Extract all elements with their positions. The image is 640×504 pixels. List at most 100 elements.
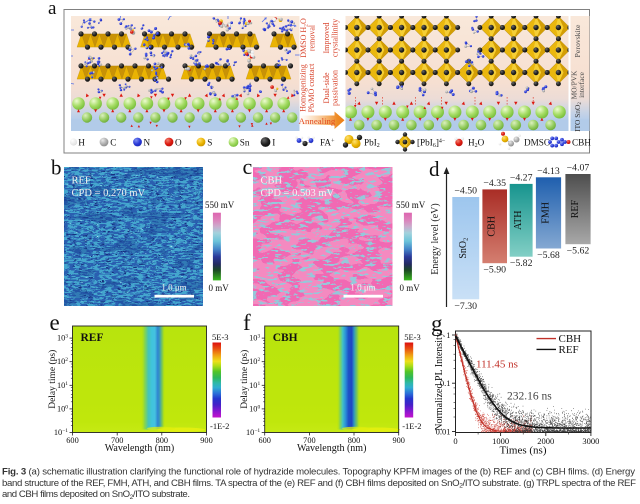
svg-text:DMSO: DMSO <box>524 137 551 147</box>
svg-text:−4.27: −4.27 <box>510 172 533 183</box>
svg-text:Energy level (eV): Energy level (eV) <box>430 203 441 274</box>
svg-text:101: 101 <box>249 381 260 390</box>
svg-text:-1E-2: -1E-2 <box>402 421 421 431</box>
svg-text:101: 101 <box>57 381 68 390</box>
svg-text:e: e <box>50 310 60 335</box>
svg-text:5E-3: 5E-3 <box>212 332 229 342</box>
svg-text:DMSO H2O: DMSO H2O <box>299 18 309 58</box>
svg-text:H2O: H2O <box>468 137 485 149</box>
svg-text:1.0 μm: 1.0 μm <box>161 283 186 293</box>
svg-text:102: 102 <box>57 357 68 366</box>
svg-text:FMH: FMH <box>541 202 552 224</box>
svg-text:REF: REF <box>81 332 104 344</box>
svg-text:100: 100 <box>57 404 68 413</box>
svg-text:Fig. 3 (a) schematic illustra: Fig. 3 (a) schematic illustration clarif… <box>2 467 635 478</box>
svg-text:−5.62: −5.62 <box>567 246 590 257</box>
svg-text:C: C <box>110 137 116 147</box>
svg-text:MO/PVK: MO/PVK <box>570 70 579 99</box>
svg-text:PbI2: PbI2 <box>364 137 380 149</box>
svg-text:700: 700 <box>111 436 123 445</box>
svg-text:band structure of the REF, FMH: band structure of the REF, FMH, ATH, and… <box>2 478 636 490</box>
svg-text:550 mV: 550 mV <box>205 200 235 210</box>
svg-text:CPD = 0.503 mV: CPD = 0.503 mV <box>261 188 335 199</box>
svg-text:Wavelength (nm): Wavelength (nm) <box>297 443 366 454</box>
svg-text:CBH: CBH <box>487 216 498 237</box>
svg-text:REF: REF <box>570 199 581 218</box>
svg-text:Delay time (ps): Delay time (ps) <box>47 350 58 409</box>
svg-text:102: 102 <box>249 357 260 366</box>
svg-text:0 mV: 0 mV <box>209 283 230 293</box>
svg-text:passivation: passivation <box>330 70 339 106</box>
svg-text:Times (ns): Times (ns) <box>500 445 547 457</box>
svg-text:800: 800 <box>348 436 360 445</box>
svg-text:2000: 2000 <box>537 436 554 446</box>
svg-text:a: a <box>48 0 57 19</box>
svg-text:Perovskite: Perovskite <box>573 24 582 57</box>
svg-text:Normalized PL Intensity: Normalized PL Intensity <box>434 332 445 431</box>
svg-text:−5.90: −5.90 <box>483 265 506 276</box>
svg-text:Delay time (ps): Delay time (ps) <box>239 350 250 409</box>
svg-text:3000: 3000 <box>582 436 599 446</box>
svg-text:600: 600 <box>66 436 78 445</box>
svg-text:ATH: ATH <box>513 211 524 230</box>
svg-text:c: c <box>243 154 253 179</box>
svg-text:−4.07: −4.07 <box>567 163 590 174</box>
svg-text:[PbI6]4−: [PbI6]4− <box>417 137 446 149</box>
svg-text:232.16 ns: 232.16 ns <box>507 391 552 403</box>
svg-text:SnO2: SnO2 <box>458 238 470 259</box>
svg-text:removal: removal <box>308 24 317 51</box>
svg-text:I: I <box>272 137 275 147</box>
svg-text:10−1: 10−1 <box>246 428 260 437</box>
svg-text:FA+: FA+ <box>320 137 335 147</box>
svg-text:Homogenizing: Homogenizing <box>298 64 307 112</box>
svg-text:1.0 μm: 1.0 μm <box>350 283 375 293</box>
svg-text:f: f <box>243 310 251 335</box>
svg-text:crystallinity: crystallinity <box>330 19 339 57</box>
svg-text:CBH: CBH <box>559 333 582 345</box>
svg-text:900: 900 <box>392 436 404 445</box>
svg-text:b: b <box>51 156 62 180</box>
svg-text:−4.35: −4.35 <box>483 178 506 189</box>
svg-text:1000: 1000 <box>492 436 509 446</box>
svg-text:600: 600 <box>258 436 270 445</box>
svg-text:−7.30: −7.30 <box>454 301 477 312</box>
svg-text:0.1: 0.1 <box>440 378 451 388</box>
svg-text:interface: interface <box>577 71 586 98</box>
svg-text:800: 800 <box>156 436 168 445</box>
svg-text:CBH: CBH <box>261 176 283 187</box>
svg-text:and CBH films deposited on SnO: and CBH films deposited on SnO2/ITO subs… <box>2 489 190 501</box>
svg-text:CBH: CBH <box>273 332 298 344</box>
svg-text:100: 100 <box>249 404 260 413</box>
svg-text:550 mV: 550 mV <box>396 200 426 210</box>
svg-text:CPD = 0.270 mV: CPD = 0.270 mV <box>72 188 146 199</box>
svg-text:O: O <box>175 137 182 147</box>
svg-text:Sn: Sn <box>240 137 250 147</box>
svg-text:0: 0 <box>453 436 457 446</box>
svg-text:10−1: 10−1 <box>54 428 68 437</box>
svg-text:−5.68: −5.68 <box>537 250 560 261</box>
svg-text:−4.13: −4.13 <box>537 166 560 177</box>
svg-text:Annealing: Annealing <box>299 116 336 126</box>
svg-text:103: 103 <box>57 334 68 343</box>
svg-text:g: g <box>431 311 443 336</box>
svg-text:d: d <box>429 157 440 181</box>
svg-text:700: 700 <box>303 436 315 445</box>
svg-text:N: N <box>144 137 151 147</box>
svg-text:CBH: CBH <box>572 137 591 147</box>
svg-text:−4.50: −4.50 <box>454 186 477 197</box>
svg-text:103: 103 <box>249 334 260 343</box>
svg-text:−5.82: −5.82 <box>510 258 533 269</box>
svg-text:-1E-2: -1E-2 <box>210 421 229 431</box>
svg-text:Pb/MO contact: Pb/MO contact <box>307 63 316 112</box>
svg-text:5E-3: 5E-3 <box>404 332 421 342</box>
svg-text:H: H <box>78 137 85 147</box>
svg-text:REF: REF <box>559 344 579 356</box>
svg-text:0 mV: 0 mV <box>400 283 421 293</box>
svg-text:Wavelength (nm): Wavelength (nm) <box>105 443 174 454</box>
svg-text:ITO SnO2: ITO SnO2 <box>573 102 583 132</box>
svg-text:0.01: 0.01 <box>436 426 451 436</box>
svg-text:111.45 ns: 111.45 ns <box>476 359 518 371</box>
svg-text:S: S <box>207 137 212 147</box>
svg-text:Dual-side: Dual-side <box>322 72 331 104</box>
svg-text:1: 1 <box>446 330 450 340</box>
